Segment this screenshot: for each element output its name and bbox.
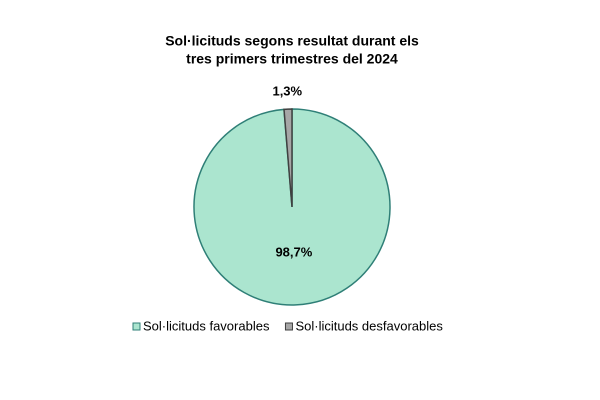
legend-swatch [132, 322, 141, 331]
legend-label: Sol·licituds desfavorables [295, 318, 443, 333]
data-label: 98,7% [275, 244, 312, 259]
data-label: 1,3% [272, 84, 302, 99]
chart-title: Sol·licituds segons resultat durant els [165, 33, 419, 49]
legend-swatch [284, 322, 293, 331]
chart-title: tres primers trimestres del 2024 [186, 51, 398, 67]
legend-label: Sol·licituds favorables [143, 318, 270, 333]
pie-slice [283, 108, 293, 208]
